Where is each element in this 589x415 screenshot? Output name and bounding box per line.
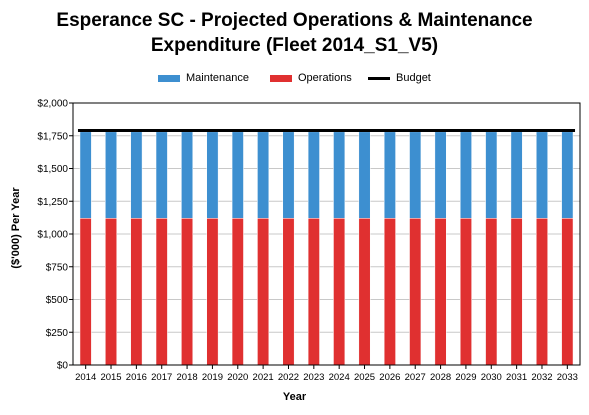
bar-maintenance [105,131,117,219]
x-tick-label: 2024 [329,372,350,383]
x-tick-label: 2026 [379,372,400,383]
bar-operations [383,218,396,366]
bar-operations [333,218,346,366]
y-tick-label: $1,750 [37,131,68,142]
x-tick-label: 2030 [481,372,502,383]
legend-label-operations: Operations [298,72,352,84]
plot-frame [72,102,581,366]
bar-operations [231,218,244,366]
y-tick-label: $250 [46,328,69,339]
y-tick-label: $500 [46,295,69,306]
x-axis-label: Year [282,391,307,403]
legend-swatch-operations [270,74,292,82]
bar-operations [459,218,472,366]
bar-maintenance [434,131,447,219]
y-tick-label: $750 [46,262,69,273]
x-tick-label: 2033 [557,372,578,383]
bar-operations [130,218,143,366]
bar-maintenance [459,131,472,219]
y-axis-label: ($'000) Per Year [10,187,22,269]
legend-label-budget: Budget [396,72,431,84]
bar-maintenance [130,131,143,219]
x-tick-label: 2032 [531,372,552,383]
chart-title-line-1: Esperance SC - Projected Operations & Ma… [56,10,533,31]
legend: Maintenance Operations Budget [0,71,589,85]
bar-maintenance [510,131,523,219]
y-tick-label: $1,000 [37,230,68,241]
bar-maintenance [383,131,396,219]
bar-maintenance [307,131,320,219]
bar-maintenance [181,131,194,219]
x-tick-label: 2028 [430,372,451,383]
legend-label-maintenance: Maintenance [186,72,249,84]
x-tick-label: 2016 [126,372,147,383]
bar-operations [181,218,194,366]
legend-item-budget: Budget [368,71,431,85]
legend-item-maintenance: Maintenance [158,71,249,85]
y-tick-label: $2,000 [37,99,68,110]
bar-operations [409,218,422,366]
bar-maintenance [536,131,548,219]
y-tick-label: $0 [57,361,69,372]
bar-maintenance [485,131,498,219]
x-tick-label: 2021 [253,372,274,383]
bar-maintenance [79,131,92,219]
x-tick-label: 2015 [100,372,121,383]
bar-operations [536,218,548,366]
x-tick-label: 2020 [227,372,248,383]
x-tick-label: 2025 [354,372,375,383]
bar-maintenance [333,131,346,219]
chart-title-line-2: Expenditure (Fleet 2014_S1_V5) [150,35,439,56]
bar-operations [155,218,168,366]
bar-operations [79,218,92,366]
bar-maintenance [257,131,270,219]
bar-operations [257,218,270,366]
legend-item-operations: Operations [270,71,352,85]
bar-operations [434,218,447,366]
x-tick-label: 2023 [303,372,324,383]
x-tick-label: 2022 [278,372,299,383]
x-tick-label: 2027 [405,372,426,383]
x-tick-label: 2019 [202,372,223,383]
x-tick-label: 2029 [455,372,476,383]
x-tick-label: 2018 [177,372,198,383]
bar-maintenance [155,131,168,219]
bar-operations [510,218,523,366]
bar-maintenance [282,131,295,219]
bar-operations [282,218,295,366]
bar-maintenance [409,131,422,219]
x-tick-label: 2031 [506,372,527,383]
y-tick-label: $1,250 [37,197,68,208]
x-tick-label: 2017 [151,372,172,383]
bar-operations [307,218,320,366]
legend-swatch-budget [368,76,390,80]
bar-operations [105,218,117,366]
bar-operations [206,218,219,366]
bar-operations [561,218,574,366]
y-tick-label: $1,500 [37,164,68,175]
x-tick-label: 2014 [75,372,96,383]
bar-maintenance [358,131,371,219]
bar-maintenance [206,131,219,219]
legend-swatch-maintenance [158,74,180,82]
bar-maintenance [561,131,574,219]
bar-operations [358,218,371,366]
bar-maintenance [231,131,244,219]
bar-operations [485,218,498,366]
